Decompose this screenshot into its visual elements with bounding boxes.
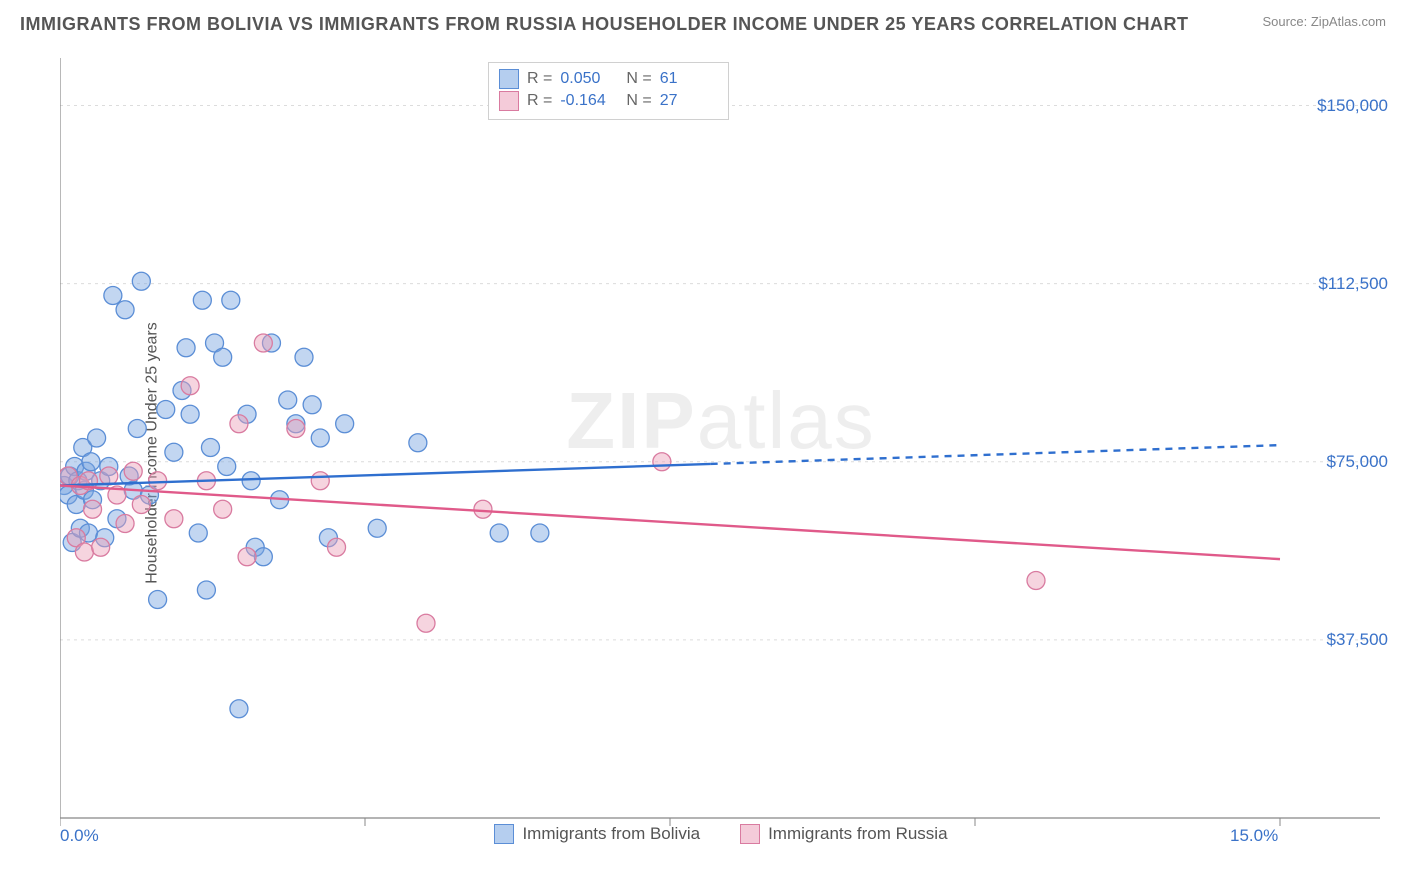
y-tick-label: $75,000 (1327, 452, 1388, 472)
scatter-plot (60, 58, 1390, 848)
legend-series-item: Immigrants from Bolivia (494, 824, 700, 844)
y-tick-label: $150,000 (1317, 96, 1388, 116)
r-label: R = (527, 92, 552, 110)
legend-correlation-box: R = 0.050 N = 61 R = -0.164 N = 27 (488, 62, 729, 120)
legend-correlation-row: R = -0.164 N = 27 (499, 91, 718, 111)
series-bolivia (60, 272, 549, 718)
legend-swatch-icon (494, 824, 514, 844)
chart-container: Householder Income Under 25 years ZIPatl… (50, 58, 1392, 848)
y-tick-label: $112,500 (1318, 274, 1388, 294)
r-value: 0.050 (560, 70, 618, 88)
n-label: N = (626, 92, 651, 110)
r-value: -0.164 (560, 92, 618, 110)
n-value: 61 (660, 70, 718, 88)
n-label: N = (626, 70, 651, 88)
legend-series-label: Immigrants from Bolivia (522, 824, 700, 844)
legend-correlation-row: R = 0.050 N = 61 (499, 69, 718, 89)
y-tick-label: $37,500 (1327, 630, 1388, 650)
legend-series: Immigrants from Bolivia Immigrants from … (50, 824, 1392, 844)
n-value: 27 (660, 92, 718, 110)
legend-swatch-icon (499, 91, 519, 111)
legend-series-label: Immigrants from Russia (768, 824, 947, 844)
source-attribution: Source: ZipAtlas.com (1262, 14, 1386, 29)
legend-swatch-icon (740, 824, 760, 844)
chart-title: IMMIGRANTS FROM BOLIVIA VS IMMIGRANTS FR… (20, 14, 1189, 35)
legend-series-item: Immigrants from Russia (740, 824, 947, 844)
r-label: R = (527, 70, 552, 88)
legend-swatch-icon (499, 69, 519, 89)
